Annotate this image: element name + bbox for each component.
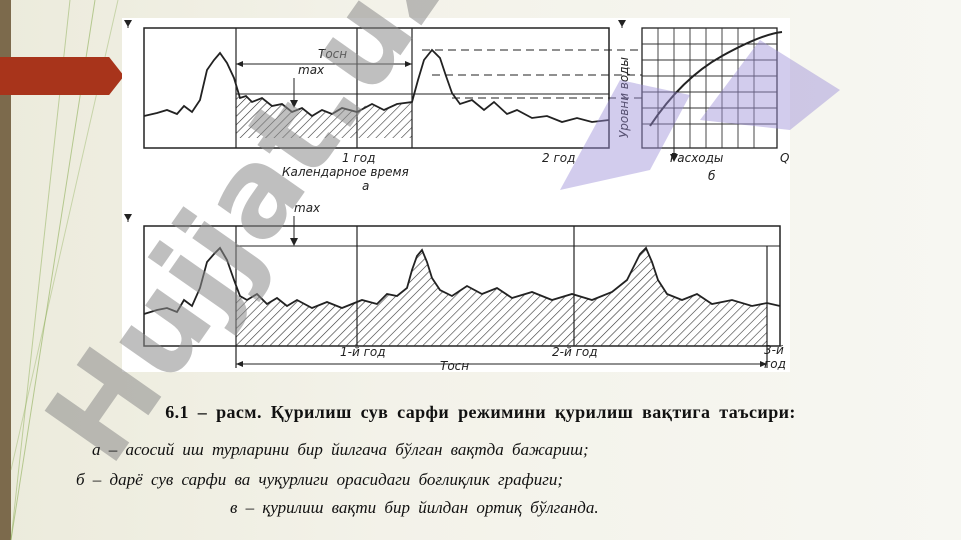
top-year1-label: 1 год <box>342 151 375 165</box>
caption-line-a: а – асосий иш турларини бир йилгача бўлг… <box>92 440 589 459</box>
figure-caption-title: 6.1 – расм. Қурилиш сув сарфи режимини қ… <box>165 402 796 422</box>
figure-image: Tосн max 1 год 2 год Календарное время а <box>122 18 790 372</box>
bottom-max-label: max <box>294 201 321 215</box>
bottom-year3b-label: год <box>764 357 786 371</box>
side-sub-label: б <box>708 169 716 183</box>
top-chart: Tосн max 1 год 2 год Календарное время а <box>124 20 642 193</box>
top-axis-label: Календарное время <box>282 165 409 179</box>
bottom-chart: max 1-й год 2-й год 3-й год Tосн <box>124 201 786 372</box>
left-accent-bar <box>0 0 11 540</box>
bottom-tosn-label: Tосн <box>440 359 469 372</box>
title-accent-arrow <box>0 57 124 95</box>
side-q-label: Q <box>780 151 789 165</box>
top-max-label: max <box>298 63 325 77</box>
top-sub-label: а <box>362 179 369 193</box>
side-chart: Уровни воды Расходы Q б <box>617 20 789 183</box>
caption-line-b: б – дарё сув сарфи ва чуқурлиги орасидаг… <box>76 470 564 489</box>
bottom-year2-label: 2-й год <box>552 345 598 359</box>
top-tosn-label: Tосн <box>318 47 347 61</box>
bottom-year3-label: 3-й <box>764 343 784 357</box>
top-year2-label: 2 год <box>542 151 575 165</box>
side-ylabel: Уровни воды <box>617 57 631 138</box>
caption-line-c: в – қурилиш вақти бир йилдан ортиқ бўлга… <box>230 498 599 517</box>
side-xlabel: Расходы <box>670 151 723 165</box>
bottom-year1-label: 1-й год <box>340 345 386 359</box>
